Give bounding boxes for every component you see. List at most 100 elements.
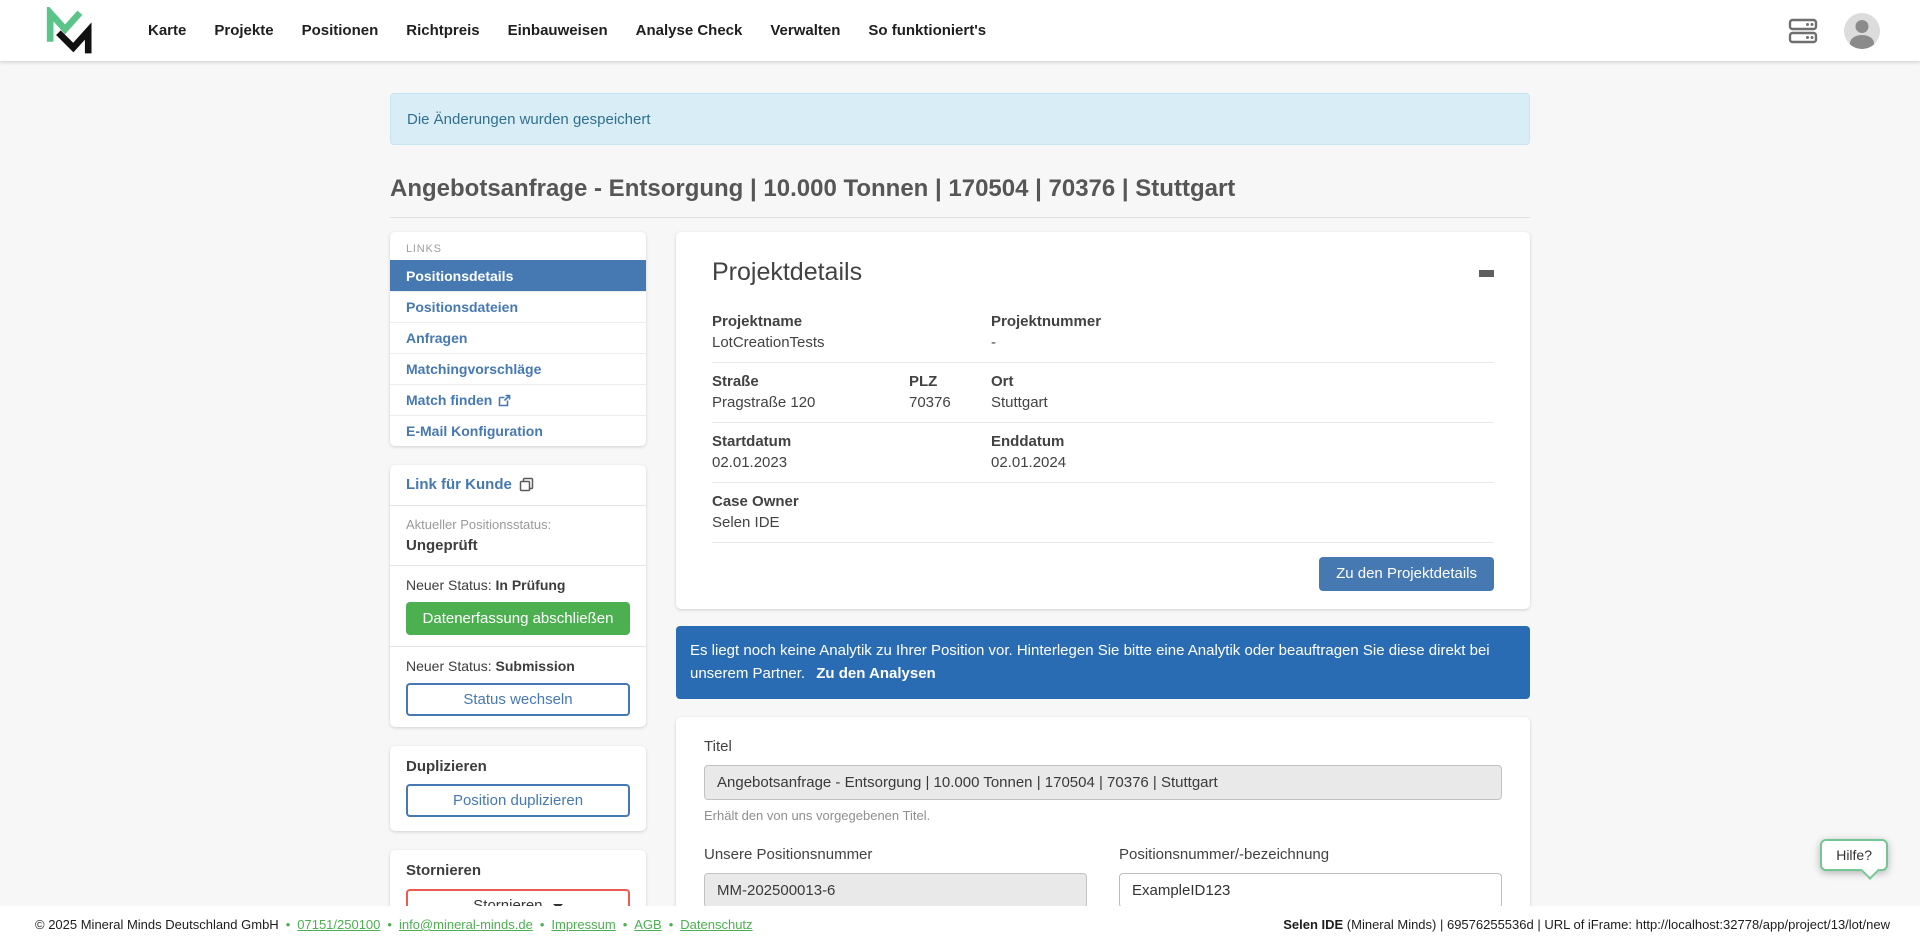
project-row-name: Projektname LotCreationTests Projektnumm… bbox=[712, 303, 1494, 362]
cancel-card-title: Stornieren bbox=[406, 862, 482, 879]
nav-item-positionen[interactable]: Positionen bbox=[301, 22, 379, 39]
divider bbox=[390, 505, 646, 506]
page-title: Angebotsanfrage - Entsorgung | 10.000 To… bbox=[390, 175, 1236, 202]
copy-icon bbox=[519, 477, 534, 492]
sidebar-item-match-finden[interactable]: Match finden bbox=[390, 384, 646, 415]
switch-status-button[interactable]: Status wechseln bbox=[406, 683, 630, 716]
sidebar-item-label: Positionsdateien bbox=[406, 299, 519, 315]
collapse-icon[interactable] bbox=[1479, 270, 1494, 277]
external-link-icon bbox=[499, 394, 511, 406]
nav-item-richtpreis[interactable]: Richtpreis bbox=[406, 22, 480, 39]
avatar-head-icon bbox=[1855, 19, 1869, 33]
status-card: Link für Kunde Aktueller Positionsstatus… bbox=[390, 465, 646, 727]
server-stack-icon[interactable] bbox=[1788, 17, 1818, 45]
field-value: Stuttgart bbox=[991, 394, 1048, 411]
new-status-line: Neuer Status: Submission bbox=[406, 658, 630, 674]
saved-alert-text: Die Änderungen wurden gespeichert bbox=[407, 110, 651, 128]
field-label: Straße bbox=[712, 373, 759, 390]
project-row-address: Straße Pragstraße 120 PLZ 70376 Ort Stut… bbox=[712, 362, 1494, 422]
email-link[interactable]: info@mineral-minds.de bbox=[398, 917, 533, 932]
sidebar-item-label: Anfragen bbox=[406, 330, 468, 346]
separator: • bbox=[539, 917, 545, 932]
current-status-label: Aktueller Positionsstatus: bbox=[406, 517, 552, 532]
field-label: PLZ bbox=[909, 373, 938, 390]
duplicate-card: Duplizieren Position duplizieren bbox=[390, 746, 646, 831]
field-value: 02.01.2024 bbox=[991, 454, 1067, 471]
customer-link-label: Link für Kunde bbox=[406, 476, 512, 493]
field-label: Case Owner bbox=[712, 493, 799, 510]
sidebar-item-positionsdateien[interactable]: Positionsdateien bbox=[390, 291, 646, 322]
analytics-banner-text: Es liegt noch keine Analytik zu Ihrer Po… bbox=[690, 642, 1490, 683]
footer-session-info: Selen IDE (Mineral Minds) | 69576255536d… bbox=[1283, 917, 1890, 932]
current-status-value: Ungeprüft bbox=[406, 537, 478, 554]
field-value: Pragstraße 120 bbox=[712, 394, 816, 411]
field-label: Projektnummer bbox=[991, 313, 1102, 330]
help-button[interactable]: Hilfe? bbox=[1820, 839, 1888, 871]
nav-item-einbauweisen[interactable]: Einbauweisen bbox=[507, 22, 608, 39]
divider bbox=[390, 565, 646, 566]
saved-alert: Die Änderungen wurden gespeichert bbox=[390, 93, 1530, 145]
nav-item-analyse-check[interactable]: Analyse Check bbox=[635, 22, 743, 39]
sidebar-item-email-konfiguration[interactable]: E-Mail Konfiguration bbox=[390, 415, 646, 446]
project-row-dates: Startdatum 02.01.2023 Enddatum 02.01.202… bbox=[712, 422, 1494, 482]
copyright-text: © 2025 Mineral Minds Deutschland GmbH bbox=[35, 917, 279, 932]
main-nav: Karte Projekte Positionen Richtpreis Ein… bbox=[134, 22, 1000, 39]
datenschutz-link[interactable]: Datenschutz bbox=[680, 917, 753, 932]
project-details-title: Projektdetails bbox=[712, 258, 863, 286]
separator: • bbox=[387, 917, 392, 932]
sidebar-item-label: E-Mail Konfiguration bbox=[406, 423, 543, 439]
field-label: Startdatum bbox=[712, 433, 792, 450]
sidebar-item-anfragen[interactable]: Anfragen bbox=[390, 322, 646, 353]
avatar-body-icon bbox=[1850, 34, 1874, 49]
new-status-line: Neuer Status: In Prüfung bbox=[406, 577, 630, 593]
session-details: (Mineral Minds) | 69576255536d | URL of … bbox=[1343, 917, 1890, 932]
field-label: Projektname bbox=[712, 313, 803, 330]
sidebar-item-positionsdetails[interactable]: Positionsdetails bbox=[390, 260, 646, 291]
separator: • bbox=[622, 917, 628, 932]
our-position-number-input bbox=[704, 872, 1087, 908]
agb-link[interactable]: AGB bbox=[634, 917, 662, 932]
separator: • bbox=[285, 917, 291, 932]
footer-legal: © 2025 Mineral Minds Deutschland GmbH • … bbox=[35, 917, 753, 932]
new-status-label: Neuer Status: bbox=[406, 658, 492, 674]
new-status-value: Submission bbox=[495, 658, 575, 674]
field-value: Selen IDE bbox=[712, 514, 780, 531]
sidebar-item-label: Positionsdetails bbox=[406, 268, 514, 284]
separator: • bbox=[668, 917, 674, 932]
go-to-analyses-link[interactable]: Zu den Analysen bbox=[816, 665, 936, 683]
topbar-actions bbox=[1788, 12, 1880, 49]
title-helper-text: Erhält den von uns vorgegebenen Titel. bbox=[704, 807, 931, 823]
nav-item-karte[interactable]: Karte bbox=[148, 22, 187, 39]
nav-item-projekte[interactable]: Projekte bbox=[214, 22, 274, 39]
nav-item-verwalten[interactable]: Verwalten bbox=[770, 22, 841, 39]
phone-link[interactable]: 07151/250100 bbox=[297, 917, 381, 932]
field-value: 02.01.2023 bbox=[712, 454, 788, 471]
project-details-card: Projektdetails Projektname LotCreationTe… bbox=[676, 232, 1530, 609]
duplicate-card-title: Duplizieren bbox=[406, 758, 487, 775]
detail-column: Projektdetails Projektname LotCreationTe… bbox=[676, 232, 1530, 943]
duplicate-position-button[interactable]: Position duplizieren bbox=[406, 784, 630, 817]
sidebar-item-matchingvorschlaege[interactable]: Matchingvorschläge bbox=[390, 353, 646, 384]
left-sidebar: LINKS Positionsdetails Positionsdateien … bbox=[390, 232, 646, 936]
go-to-project-details-button[interactable]: Zu den Projektdetails bbox=[1319, 557, 1494, 591]
our-position-number-label: Unsere Positionsnummer bbox=[704, 845, 873, 863]
field-label: Ort bbox=[991, 373, 1014, 390]
complete-data-entry-button[interactable]: Datenerfassung abschließen bbox=[406, 602, 630, 635]
divider bbox=[390, 646, 646, 647]
field-label: Enddatum bbox=[991, 433, 1065, 450]
customer-link[interactable]: Link für Kunde bbox=[406, 476, 534, 493]
mineral-minds-logo-icon[interactable] bbox=[40, 6, 100, 55]
sidebar-item-label: Matchingvorschläge bbox=[406, 361, 542, 377]
nav-item-so-funktionierts[interactable]: So funktioniert's bbox=[868, 22, 987, 39]
session-user: Selen IDE bbox=[1283, 917, 1344, 932]
impressum-link[interactable]: Impressum bbox=[551, 917, 616, 932]
field-value: LotCreationTests bbox=[712, 334, 825, 351]
title-field-label: Titel bbox=[704, 737, 732, 755]
sidebar-item-label: Match finden bbox=[406, 392, 493, 408]
field-value: - bbox=[991, 334, 996, 351]
title-divider bbox=[390, 217, 1530, 218]
title-input bbox=[704, 764, 1502, 800]
user-avatar[interactable] bbox=[1844, 12, 1880, 49]
position-number-input[interactable] bbox=[1119, 872, 1502, 908]
new-status-value: In Prüfung bbox=[495, 577, 566, 593]
